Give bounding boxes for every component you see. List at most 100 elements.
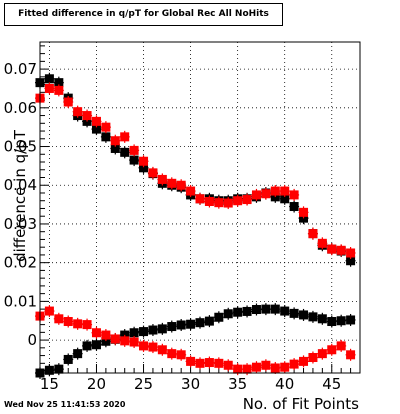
data-point	[346, 256, 356, 266]
data-point	[129, 155, 139, 165]
data-point	[82, 111, 92, 121]
data-point	[120, 336, 130, 346]
data-point	[82, 341, 92, 351]
chart-title: Fitted difference in q/pT for Global Rec…	[18, 9, 269, 19]
data-point	[186, 319, 196, 329]
data-point	[336, 341, 346, 351]
y-tick-label: 0.01	[4, 292, 37, 310]
data-point	[346, 315, 356, 325]
data-point	[289, 190, 299, 200]
y-tick-label: 0.07	[4, 60, 37, 78]
data-point	[289, 202, 299, 212]
data-point	[233, 196, 243, 206]
data-point	[195, 358, 205, 368]
y-tick-label: 0	[27, 331, 37, 349]
data-point	[120, 132, 130, 142]
data-point	[204, 358, 214, 368]
data-point	[44, 365, 54, 375]
data-point	[63, 354, 73, 364]
data-point	[139, 341, 149, 351]
data-point	[44, 306, 54, 316]
y-tick-label: 0.03	[4, 215, 37, 233]
x-tick-label: 30	[181, 375, 200, 393]
data-point	[214, 312, 224, 322]
data-point	[139, 156, 149, 166]
data-point	[280, 186, 290, 196]
data-point	[157, 174, 167, 184]
data-point	[167, 178, 177, 188]
data-point	[176, 320, 186, 330]
data-point	[289, 359, 299, 369]
data-point	[157, 324, 167, 334]
data-point	[63, 317, 73, 327]
data-point	[299, 310, 309, 320]
data-point	[148, 342, 158, 352]
data-point	[54, 314, 64, 324]
data-point	[110, 136, 120, 146]
data-point	[289, 308, 299, 318]
data-point	[186, 356, 196, 366]
data-point	[176, 350, 186, 360]
data-point	[110, 334, 120, 344]
data-point	[261, 304, 271, 314]
data-point	[270, 363, 280, 373]
data-point	[91, 328, 101, 338]
data-point	[251, 305, 261, 315]
data-point	[148, 325, 158, 335]
data-point	[139, 327, 149, 337]
data-point	[327, 317, 337, 327]
data-point	[167, 349, 177, 359]
data-point	[63, 97, 73, 107]
data-point	[280, 362, 290, 372]
data-point	[308, 229, 318, 239]
data-point	[327, 244, 337, 254]
x-tick-label: 35	[228, 375, 247, 393]
data-point	[308, 312, 318, 322]
data-point	[280, 194, 290, 204]
data-point	[270, 186, 280, 196]
data-point	[317, 314, 327, 324]
y-tick-label: 0.05	[4, 138, 37, 156]
data-point	[101, 122, 111, 132]
data-point	[73, 319, 83, 329]
data-point	[317, 349, 327, 359]
data-point	[299, 207, 309, 217]
data-point	[204, 196, 214, 206]
grid-lines	[40, 42, 360, 373]
data-point	[73, 349, 83, 359]
tick-labels: 15 20 25 30 35 40 45 0 0.01 0.02 0.03 0.04 0.05 0.06 0…	[4, 60, 342, 393]
data-point	[101, 336, 111, 346]
y-tick-label: 0.02	[4, 254, 37, 272]
data-point	[346, 350, 356, 360]
data-point	[101, 330, 111, 340]
data-point	[186, 186, 196, 196]
data-point	[157, 345, 167, 355]
data-point	[101, 132, 111, 142]
data-point	[280, 306, 290, 316]
x-tick-label: 20	[87, 375, 106, 393]
data-point	[251, 362, 261, 372]
data-point	[82, 320, 92, 330]
data-point	[167, 322, 177, 332]
data-point	[261, 360, 271, 370]
data-point	[44, 83, 54, 93]
data-point	[223, 309, 233, 319]
x-axis-label: No. of Fit Points	[242, 395, 359, 413]
data-point	[270, 304, 280, 314]
series-2	[35, 303, 356, 379]
data-point	[148, 168, 158, 178]
data-point	[110, 143, 120, 153]
data-point	[233, 364, 243, 374]
y-tick-label: 0.04	[4, 176, 37, 194]
data-point	[73, 107, 83, 117]
data-point	[214, 358, 224, 368]
data-point	[336, 245, 346, 255]
data-point	[195, 318, 205, 328]
data-point	[223, 360, 233, 370]
data-point	[91, 340, 101, 350]
data-point	[54, 85, 64, 95]
data-points	[35, 72, 356, 379]
data-point	[346, 248, 356, 258]
data-point	[327, 345, 337, 355]
